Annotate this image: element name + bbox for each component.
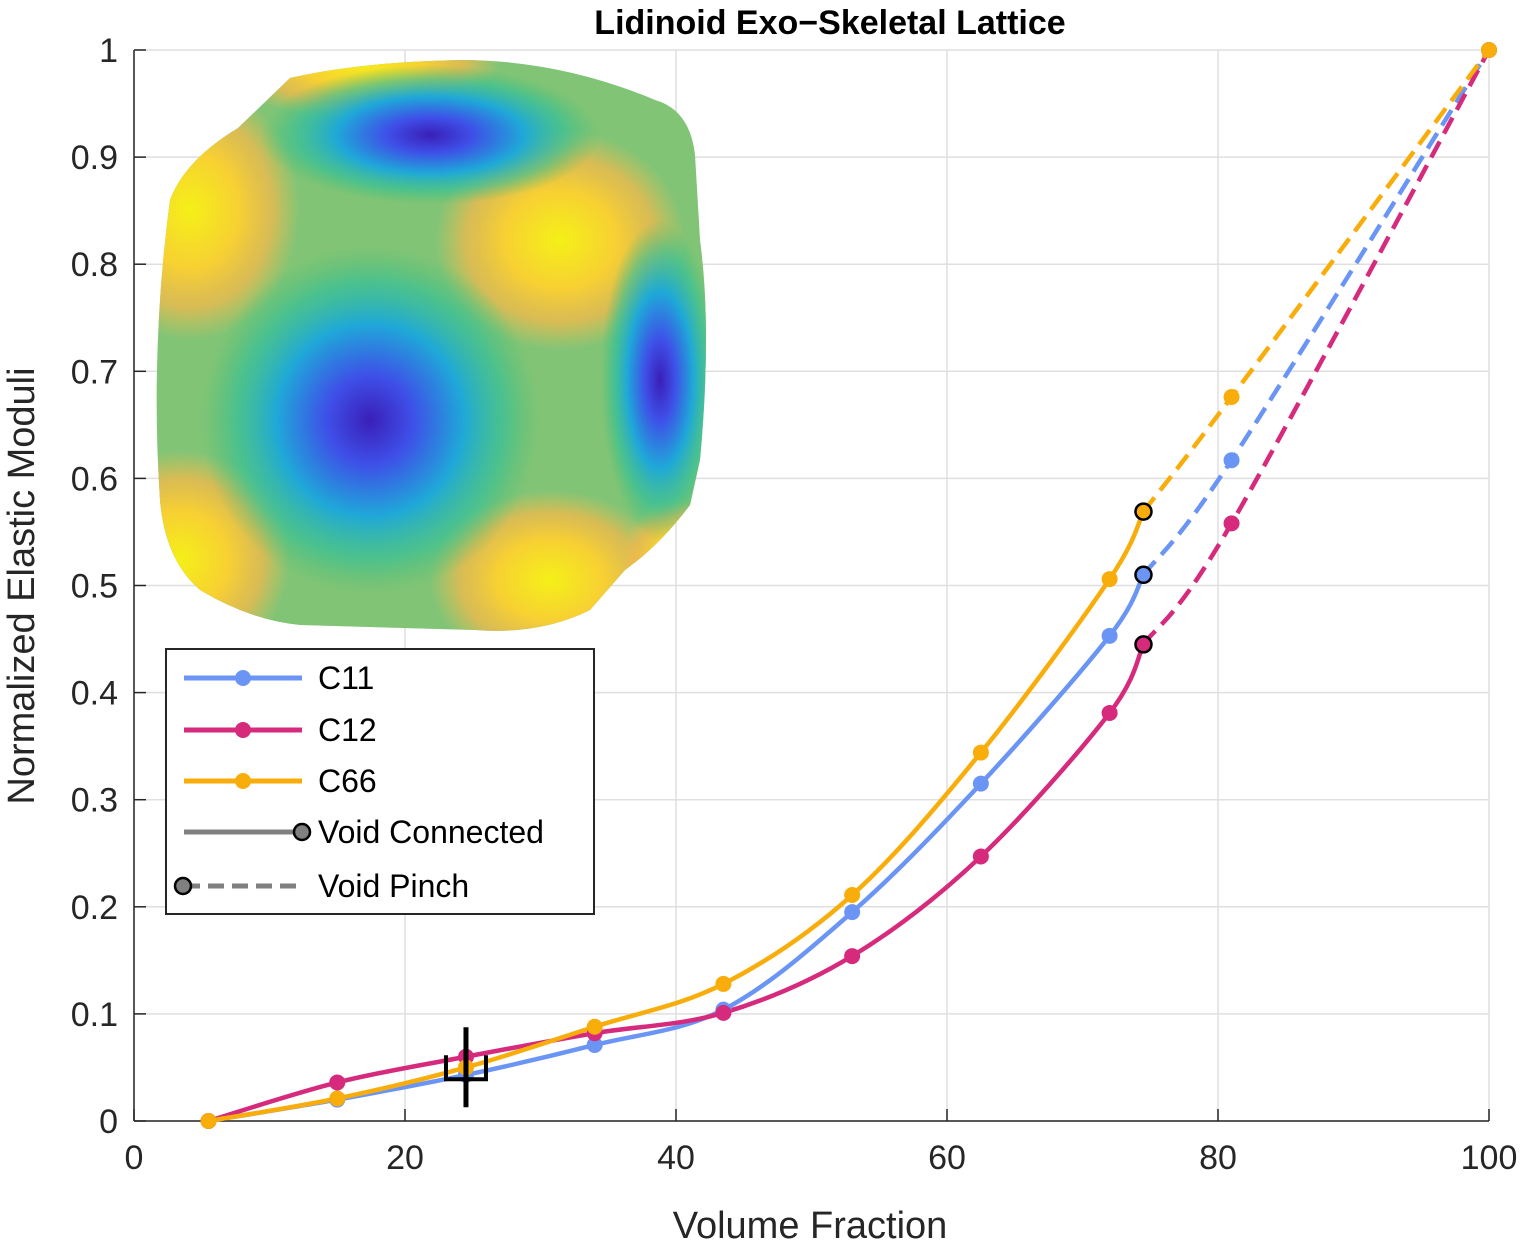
point-c11: [844, 904, 861, 921]
x-axis-label: Volume Fraction: [673, 1205, 948, 1244]
point-c11: [586, 1036, 603, 1053]
y-tick-label: 0.3: [71, 782, 118, 820]
point-c11: [1223, 452, 1240, 469]
y-tick-label: 0.9: [71, 139, 118, 177]
series-line-c11-pinch: [1141, 48, 1491, 577]
point-c66: [329, 1090, 346, 1107]
x-tick-label: 20: [386, 1139, 424, 1177]
y-tick-label: 0.5: [71, 568, 118, 606]
y-axis-label: Normalized Elastic Moduli: [1, 367, 43, 804]
point-c12: [1101, 704, 1118, 721]
y-tick-label: 0.1: [71, 996, 118, 1034]
point-c66: [1223, 389, 1240, 406]
y-tick-label: 0.7: [71, 353, 118, 391]
crosshair-bracket: [443, 1055, 488, 1082]
chart-title: Lidinoid Exo−Skeletal Lattice: [594, 4, 1065, 42]
legend-label-c12: C12: [318, 712, 377, 748]
y-tick-label: 0.4: [71, 675, 118, 713]
lattice-surface-image: [156, 60, 706, 631]
x-tick-label: 40: [657, 1139, 695, 1177]
point-c66: [1134, 502, 1153, 521]
point-c66: [715, 975, 732, 992]
legend-marker-void-pinch: [173, 876, 193, 896]
series-line-c66-pinch: [1141, 48, 1491, 513]
y-tick-label: 0.6: [71, 460, 118, 498]
legend-marker-c11: [235, 670, 251, 686]
point-c66: [200, 1113, 217, 1129]
legend-marker-void-connected: [292, 822, 312, 842]
x-tick-label: 100: [1461, 1139, 1518, 1177]
legend-label-void-pinch: Void Pinch: [318, 868, 469, 904]
point-c66: [972, 744, 989, 761]
x-tick-label: 60: [928, 1139, 966, 1177]
legend-label-void-connected: Void Connected: [318, 814, 544, 850]
y-tick-label: 0: [99, 1103, 118, 1141]
point-c12: [1223, 515, 1240, 532]
legend-label-c66: C66: [318, 763, 377, 799]
axes: 0 20 40 60 80 100 0 0.1 0.2 0.3 0.4 0.5 0.6 0.7 0.8 0.9…: [71, 32, 1518, 1177]
x-tick-label: 80: [1199, 1139, 1237, 1177]
point-c12: [844, 948, 861, 965]
point-c66: [1481, 42, 1497, 58]
point-c66: [586, 1018, 603, 1035]
point-c12: [715, 1004, 732, 1021]
y-tick-label: 1: [99, 32, 118, 70]
point-c11: [972, 775, 989, 792]
legend: C11 C12 C66 Void Connected Void Pinch: [165, 648, 595, 915]
point-c12: [329, 1074, 346, 1091]
point-c66: [844, 887, 861, 904]
point-c66: [1101, 571, 1118, 588]
y-tick-label: 0.2: [71, 889, 118, 927]
point-c12: [972, 848, 989, 865]
point-c12: [1134, 635, 1153, 654]
x-tick-label: 0: [125, 1139, 144, 1177]
legend-label-c11: C11: [318, 660, 374, 696]
series-line-c12-pinch: [1141, 48, 1491, 646]
y-tick-label: 0.8: [71, 246, 118, 284]
point-c11: [1134, 565, 1153, 585]
legend-marker-c66: [235, 773, 251, 789]
legend-marker-c12: [235, 722, 251, 738]
point-c11: [1101, 627, 1118, 644]
crosshair-marker: [443, 1027, 488, 1108]
